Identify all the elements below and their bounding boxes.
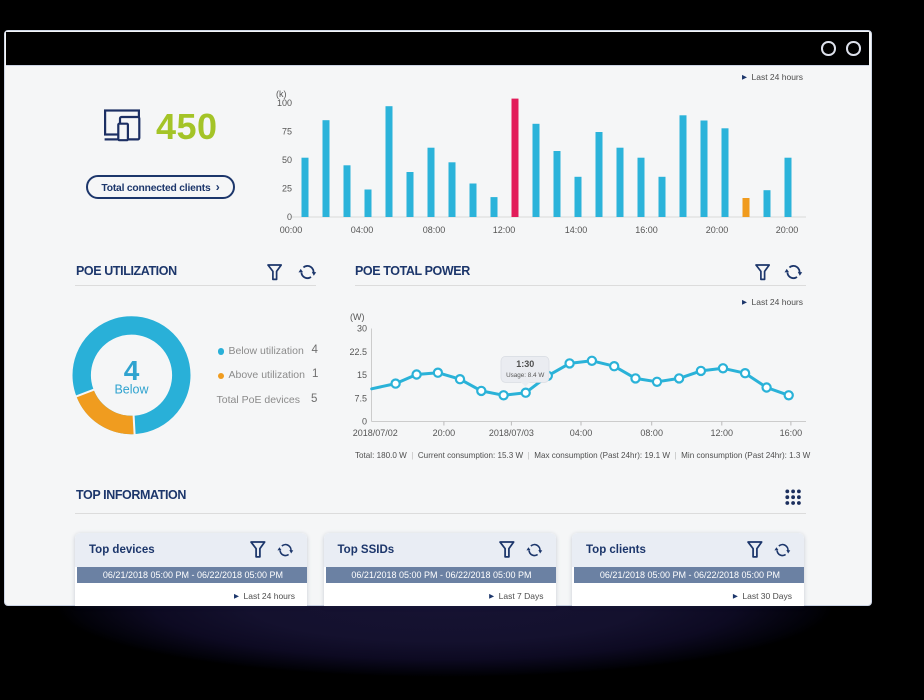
svg-text:15: 15 [357, 370, 367, 380]
svg-text:75: 75 [282, 127, 292, 137]
svg-text:100: 100 [277, 98, 292, 108]
svg-text:16:00: 16:00 [780, 428, 803, 438]
svg-text:50: 50 [282, 155, 292, 165]
svg-text:0: 0 [287, 212, 292, 222]
svg-text:16:00: 16:00 [635, 225, 658, 235]
svg-text:(k): (k) [276, 89, 287, 99]
svg-text:7.5: 7.5 [354, 393, 367, 403]
svg-text:12:00: 12:00 [711, 428, 734, 438]
svg-text:00:00: 00:00 [280, 225, 303, 235]
svg-text:2018/07/02: 2018/07/02 [353, 428, 398, 438]
svg-text:(W): (W) [350, 312, 365, 322]
svg-text:14:00: 14:00 [565, 225, 588, 235]
svg-text:22.5: 22.5 [350, 347, 367, 357]
svg-text:12:00: 12:00 [493, 225, 516, 235]
svg-text:0: 0 [362, 417, 367, 427]
svg-text:Usage: 8.4 W: Usage: 8.4 W [506, 372, 544, 379]
svg-text:30: 30 [357, 324, 367, 334]
svg-text:2018/07/03: 2018/07/03 [489, 428, 534, 438]
svg-text:04:00: 04:00 [351, 225, 374, 235]
svg-text:04:00: 04:00 [570, 428, 593, 438]
svg-text:Below: Below [114, 383, 149, 397]
svg-text:20:00: 20:00 [433, 428, 456, 438]
svg-text:1:30: 1:30 [516, 359, 534, 369]
svg-text:08:00: 08:00 [640, 428, 663, 438]
svg-text:08:00: 08:00 [423, 225, 446, 235]
svg-text:20:00: 20:00 [776, 225, 799, 235]
svg-text:20:00: 20:00 [706, 225, 729, 235]
svg-text:4: 4 [124, 355, 140, 386]
svg-text:25: 25 [282, 184, 292, 194]
